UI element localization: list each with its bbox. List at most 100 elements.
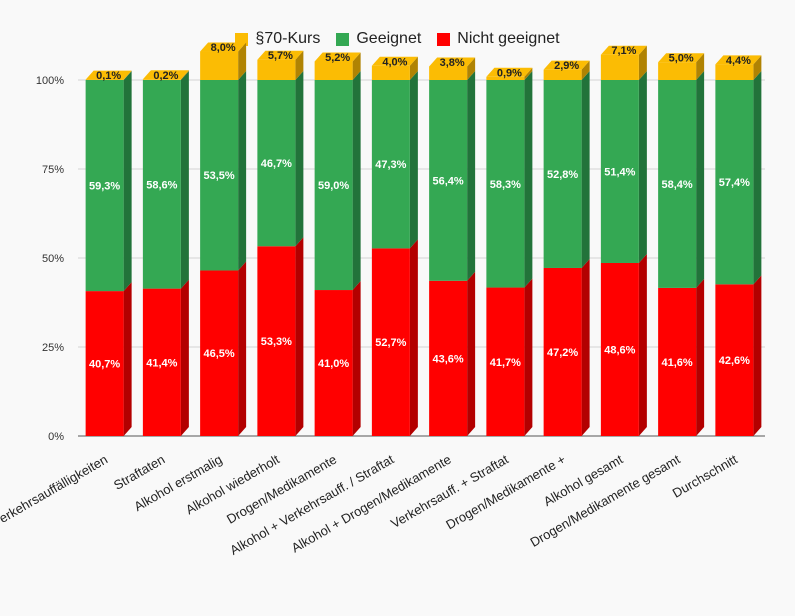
y-tick-label: 25% [42, 342, 64, 354]
bar-nicht-geeignet [600, 262, 639, 436]
bar-nicht-geeignet [371, 248, 410, 436]
data-label-geeignet: 58,4% [662, 179, 693, 191]
data-label-nicht-geeignet: 43,6% [433, 353, 464, 365]
bar-top-70-kurs [715, 55, 762, 65]
bar-geeignet [658, 80, 697, 288]
bar-side-nicht-geeignet [238, 261, 247, 436]
bar-side-geeignet [123, 71, 132, 292]
data-label-70-kurs: 0,1% [96, 70, 121, 82]
data-label-70-kurs: 0,9% [497, 67, 522, 79]
data-label-geeignet: 59,3% [89, 181, 120, 193]
data-label-nicht-geeignet: 47,2% [547, 347, 578, 359]
legend-label-geeignet: Geeignet [356, 30, 422, 47]
bar-geeignet [200, 80, 239, 271]
bar-side-nicht-geeignet [524, 278, 533, 436]
bar-70-kurs [543, 69, 582, 80]
bar-nicht-geeignet [486, 287, 525, 436]
y-tick-label: 100% [36, 75, 64, 87]
data-label-nicht-geeignet: 41,4% [146, 357, 177, 369]
data-label-geeignet: 47,3% [375, 159, 406, 171]
bar-side-nicht-geeignet [467, 271, 476, 436]
bar-side-70-kurs [352, 52, 361, 80]
y-tick-label: 75% [42, 164, 64, 176]
bar-top-70-kurs [543, 60, 590, 70]
legend-swatch-geeignet [336, 32, 350, 46]
bar-side-nicht-geeignet [123, 282, 132, 436]
bar-70-kurs [658, 62, 697, 80]
legend-item-geeignet: Geeignet [336, 30, 421, 48]
data-label-geeignet: 59,0% [318, 180, 349, 192]
bar-side-geeignet [524, 71, 533, 288]
bar-nicht-geeignet [142, 288, 181, 436]
bar-side-nicht-geeignet [180, 279, 189, 436]
data-label-nicht-geeignet: 42,6% [719, 355, 750, 367]
bar-side-geeignet [352, 71, 361, 291]
data-label-geeignet: 51,4% [604, 166, 635, 178]
bar-70-kurs [429, 66, 468, 80]
legend-swatch-70-kurs [235, 32, 249, 46]
bar-side-70-kurs [753, 55, 762, 80]
bar-top-70-kurs [658, 53, 705, 63]
data-label-70-kurs: 4,0% [382, 56, 407, 68]
data-label-nicht-geeignet: 41,6% [662, 357, 693, 369]
bar-side-nicht-geeignet [352, 281, 361, 436]
bar-side-70-kurs [238, 42, 247, 80]
bar-side-70-kurs [581, 60, 590, 80]
bar-side-70-kurs [409, 56, 418, 80]
data-label-70-kurs: 0,2% [153, 70, 178, 82]
bar-side-70-kurs [638, 45, 647, 80]
bar-nicht-geeignet [85, 291, 124, 436]
data-label-geeignet: 46,7% [261, 158, 292, 170]
bar-side-70-kurs [180, 70, 189, 80]
data-label-70-kurs: 7,1% [611, 45, 636, 57]
bar-side-70-kurs [524, 67, 533, 80]
data-label-geeignet: 58,6% [146, 179, 177, 191]
bar-side-geeignet [696, 71, 705, 288]
bar-70-kurs [600, 54, 639, 80]
bar-side-nicht-geeignet [753, 275, 762, 436]
bar-geeignet [314, 80, 353, 291]
bar-top-70-kurs [600, 45, 647, 55]
bar-top-70-kurs [371, 56, 418, 66]
legend: §70-Kurs Geeignet Nicht geeignet [0, 30, 795, 48]
bar-nicht-geeignet [658, 287, 697, 436]
y-tick-label: 0% [48, 431, 64, 443]
bar-side-70-kurs [696, 53, 705, 80]
bar-nicht-geeignet [200, 270, 239, 436]
data-label-nicht-geeignet: 53,3% [261, 336, 292, 348]
bar-geeignet [543, 80, 582, 268]
bar-nicht-geeignet [543, 267, 582, 436]
bar-geeignet [371, 80, 410, 249]
y-tick-label: 50% [42, 253, 64, 265]
x-tick-label: Alkohol wiederholt [183, 451, 282, 517]
bar-side-geeignet [638, 71, 647, 263]
legend-item-70-kurs: §70-Kurs [235, 30, 320, 48]
data-label-geeignet: 56,4% [433, 175, 464, 187]
data-label-nicht-geeignet: 40,7% [89, 359, 120, 371]
data-label-70-kurs: 5,2% [325, 52, 350, 64]
bar-side-geeignet [467, 71, 476, 281]
legend-item-nicht-geeignet: Nicht geeignet [437, 30, 560, 48]
bar-geeignet [486, 80, 525, 288]
bar-top-70-kurs [142, 70, 189, 80]
legend-swatch-nicht-geeignet [437, 32, 451, 46]
bar-geeignet [85, 80, 124, 292]
data-label-70-kurs: 3,8% [440, 57, 465, 69]
data-label-geeignet: 53,5% [204, 170, 235, 182]
x-tick-label: Durchschnitt [670, 451, 740, 500]
legend-label-70-kurs: §70-Kurs [255, 30, 321, 47]
bar-top-70-kurs [429, 57, 476, 67]
bar-geeignet [429, 80, 468, 281]
bar-70-kurs [486, 76, 525, 80]
bar-top-70-kurs [85, 70, 132, 80]
data-label-nicht-geeignet: 41,0% [318, 358, 349, 370]
bar-top-70-kurs [314, 52, 361, 62]
bar-70-kurs [142, 79, 181, 80]
data-label-geeignet: 58,3% [490, 179, 521, 191]
bar-geeignet [257, 80, 296, 247]
bar-geeignet [600, 80, 639, 263]
bar-side-nicht-geeignet [295, 237, 304, 436]
bar-side-geeignet [581, 71, 590, 268]
